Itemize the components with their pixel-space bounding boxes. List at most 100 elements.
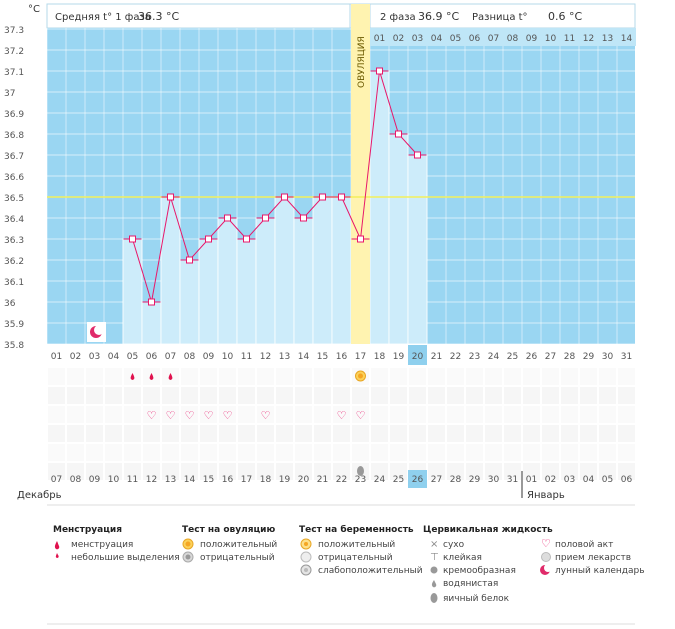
symbol-cell[interactable] xyxy=(47,367,66,386)
symbol-cell[interactable] xyxy=(66,424,85,443)
symbol-cell[interactable] xyxy=(427,462,446,481)
symbol-cell[interactable] xyxy=(446,386,465,405)
symbol-cell[interactable] xyxy=(465,462,484,481)
symbol-cell[interactable] xyxy=(389,405,408,424)
symbol-cell[interactable] xyxy=(104,443,123,462)
symbol-cell[interactable] xyxy=(218,386,237,405)
symbol-cell[interactable] xyxy=(560,386,579,405)
symbol-cell[interactable] xyxy=(199,443,218,462)
symbol-cell[interactable] xyxy=(313,367,332,386)
symbol-cell[interactable] xyxy=(484,443,503,462)
symbol-cell[interactable] xyxy=(313,462,332,481)
symbol-cell[interactable] xyxy=(66,386,85,405)
symbol-cell[interactable] xyxy=(484,367,503,386)
symbol-cell[interactable] xyxy=(351,443,370,462)
temperature-point[interactable] xyxy=(243,235,250,243)
symbol-cell[interactable] xyxy=(503,367,522,386)
symbol-cell[interactable] xyxy=(180,405,199,424)
symbol-cell[interactable] xyxy=(522,367,541,386)
symbol-cell[interactable] xyxy=(465,443,484,462)
symbol-cell[interactable] xyxy=(275,386,294,405)
symbol-cell[interactable] xyxy=(313,443,332,462)
symbol-cell[interactable] xyxy=(579,386,598,405)
symbol-cell[interactable] xyxy=(85,443,104,462)
symbol-cell[interactable] xyxy=(427,386,446,405)
symbol-cell[interactable] xyxy=(389,443,408,462)
symbol-cell[interactable] xyxy=(446,443,465,462)
symbol-cell[interactable] xyxy=(123,424,142,443)
symbol-cell[interactable] xyxy=(370,367,389,386)
symbol-cell[interactable] xyxy=(294,405,313,424)
symbol-cell[interactable] xyxy=(541,386,560,405)
symbol-cell[interactable] xyxy=(332,424,351,443)
symbol-cell[interactable] xyxy=(237,462,256,481)
symbol-cell[interactable] xyxy=(332,386,351,405)
symbol-cell[interactable] xyxy=(218,443,237,462)
symbol-cell[interactable] xyxy=(446,367,465,386)
symbol-cell[interactable] xyxy=(370,424,389,443)
symbol-cell[interactable] xyxy=(142,386,161,405)
symbol-cell[interactable] xyxy=(104,386,123,405)
symbol-cell[interactable] xyxy=(123,462,142,481)
symbol-cell[interactable] xyxy=(408,405,427,424)
symbol-cell[interactable] xyxy=(47,386,66,405)
symbol-cell[interactable] xyxy=(560,424,579,443)
symbol-cell[interactable] xyxy=(275,443,294,462)
temperature-point[interactable] xyxy=(338,193,345,201)
temperature-point[interactable] xyxy=(262,214,269,222)
symbol-cell[interactable] xyxy=(427,443,446,462)
symbol-cell[interactable] xyxy=(237,424,256,443)
symbol-cell[interactable] xyxy=(579,424,598,443)
temperature-point[interactable] xyxy=(148,298,155,306)
temperature-point[interactable] xyxy=(300,214,307,222)
symbol-cell[interactable] xyxy=(408,367,427,386)
symbol-cell[interactable] xyxy=(541,405,560,424)
symbol-cell[interactable] xyxy=(180,367,199,386)
symbol-cell[interactable] xyxy=(522,443,541,462)
symbol-cell[interactable] xyxy=(503,424,522,443)
symbol-cell[interactable] xyxy=(427,424,446,443)
symbol-cell[interactable] xyxy=(332,443,351,462)
symbol-cell[interactable] xyxy=(180,443,199,462)
symbol-cell[interactable] xyxy=(503,443,522,462)
symbol-cell[interactable] xyxy=(237,386,256,405)
symbol-cell[interactable] xyxy=(332,462,351,481)
symbol-cell[interactable] xyxy=(180,386,199,405)
symbol-cell[interactable] xyxy=(465,424,484,443)
symbol-cell[interactable] xyxy=(484,405,503,424)
symbol-cell[interactable] xyxy=(294,443,313,462)
symbol-cell[interactable] xyxy=(579,405,598,424)
symbol-cell[interactable] xyxy=(218,405,237,424)
symbol-cell[interactable] xyxy=(560,443,579,462)
temperature-point[interactable] xyxy=(129,235,136,243)
symbol-cell[interactable] xyxy=(104,424,123,443)
symbol-cell[interactable] xyxy=(85,462,104,481)
symbol-cell[interactable] xyxy=(484,424,503,443)
symbol-cell[interactable] xyxy=(275,405,294,424)
symbol-cell[interactable] xyxy=(256,443,275,462)
temperature-point[interactable] xyxy=(205,235,212,243)
symbol-cell[interactable] xyxy=(180,424,199,443)
symbol-cell[interactable] xyxy=(332,405,351,424)
symbol-cell[interactable] xyxy=(446,462,465,481)
symbol-cell[interactable] xyxy=(408,424,427,443)
symbol-cell[interactable] xyxy=(142,462,161,481)
symbol-cell[interactable] xyxy=(598,424,617,443)
symbol-cell[interactable] xyxy=(85,367,104,386)
symbol-cell[interactable] xyxy=(161,405,180,424)
symbol-cell[interactable] xyxy=(123,443,142,462)
symbol-cell[interactable] xyxy=(408,443,427,462)
temperature-point[interactable] xyxy=(186,256,193,264)
symbol-cell[interactable] xyxy=(161,424,180,443)
symbol-cell[interactable] xyxy=(579,443,598,462)
symbol-cell[interactable] xyxy=(332,367,351,386)
symbol-cell[interactable] xyxy=(104,405,123,424)
symbol-cell[interactable] xyxy=(446,405,465,424)
symbol-cell[interactable] xyxy=(541,424,560,443)
symbol-cell[interactable] xyxy=(370,443,389,462)
symbol-cell[interactable] xyxy=(294,462,313,481)
symbol-cell[interactable] xyxy=(522,386,541,405)
symbol-cell[interactable] xyxy=(47,424,66,443)
symbol-cell[interactable] xyxy=(161,386,180,405)
symbol-cell[interactable] xyxy=(66,367,85,386)
